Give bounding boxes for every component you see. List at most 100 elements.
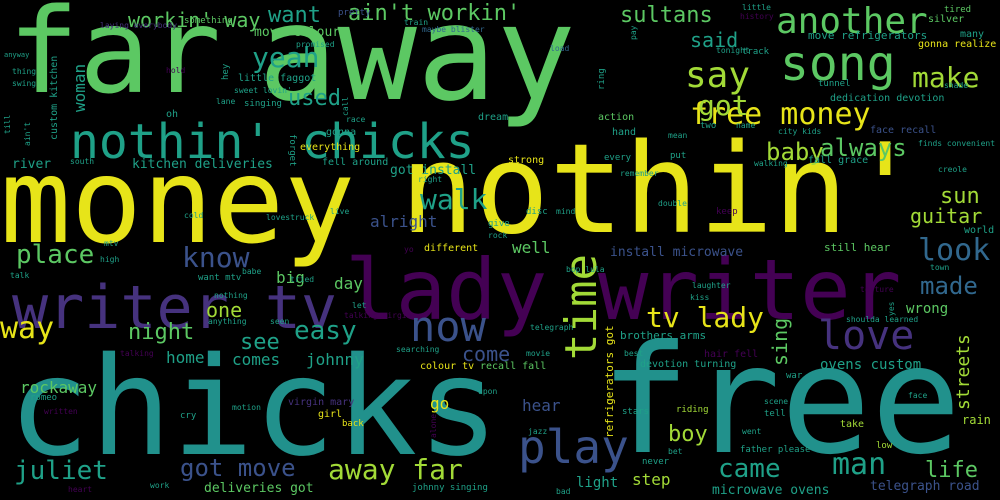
word-anyway: anyway (4, 51, 30, 59)
word-talk: talk (10, 271, 30, 280)
word-father-please: father please (740, 445, 811, 455)
word-virgin-mary: virgin mary (288, 397, 355, 408)
word-dedication-devotion: dedication devotion (830, 93, 945, 104)
word-came: came (718, 454, 781, 484)
word-seen: seen (270, 317, 290, 326)
word-silver: silver (928, 14, 965, 25)
word-go: go (430, 394, 450, 413)
word-yeah: yeah (252, 41, 320, 74)
word-woman: woman (70, 63, 89, 112)
word-oh: oh (166, 109, 179, 120)
word-shade: shade (944, 81, 969, 90)
word-pay: pay (629, 25, 638, 40)
word-got: got (698, 89, 749, 122)
word-give: give (488, 219, 510, 229)
word-kitchen-deliveries: kitchen deliveries (132, 157, 273, 172)
word-night: night (128, 320, 195, 345)
word-anything: anything (208, 317, 247, 326)
word-sun: sun (940, 184, 980, 209)
word-south: south (70, 157, 95, 166)
word-tried: tried (290, 275, 315, 284)
word-face: face (908, 391, 928, 400)
word-right: right (418, 175, 443, 184)
word-train: train (404, 18, 429, 27)
word-bad: bad (556, 487, 571, 496)
word-rock: rock (488, 231, 508, 240)
word-free: free (600, 314, 962, 488)
word-easy: easy (294, 316, 357, 346)
word-song: song (780, 36, 896, 92)
word-juliet: juliet (14, 456, 108, 486)
word-little: little (742, 3, 771, 12)
word-disc: disc (526, 207, 548, 217)
word-romeo: romeo (30, 393, 58, 403)
word-gonna-realize: gonna realize (918, 39, 997, 50)
word-rockaway: rockaway (20, 378, 98, 397)
word-devotion-turning: devotion turning (640, 359, 737, 370)
word-city-kids: city kids (778, 127, 822, 136)
word-went: went (742, 427, 762, 436)
word-sing: sing (768, 317, 792, 366)
word-till: till (3, 114, 12, 134)
word-upon: upon (478, 387, 498, 396)
word-alright: alright (370, 212, 438, 231)
word-nothin-big: nothin' (400, 118, 923, 262)
word-face-recall: face recall (870, 125, 937, 136)
word-town: town (930, 263, 950, 272)
word-money: money (0, 132, 356, 270)
word-aint: ain't (23, 121, 32, 146)
word-jazz: jazz (528, 427, 548, 436)
word-way: way (0, 311, 55, 346)
word-hey: hey (221, 63, 231, 80)
word-bop-lula: bop lula (566, 265, 605, 274)
word-best: best (624, 349, 644, 358)
word-away: away (258, 0, 576, 131)
word-back: back (342, 419, 364, 429)
word-put: put (670, 151, 687, 161)
word-one: one (206, 298, 243, 322)
word-every: every (604, 153, 632, 163)
word-kiss: kiss (690, 293, 710, 302)
word-laying-everybody: laying everybody (100, 21, 178, 30)
word-writer-tv: writer tv (12, 273, 338, 343)
word-aint-workin: ain't workin' (348, 1, 521, 26)
word-know: know (182, 241, 250, 274)
word-wrong: wrong (906, 301, 949, 317)
word-tunnel: tunnel (818, 79, 851, 89)
word-mean: mean (668, 131, 688, 140)
word-world: world (964, 225, 995, 236)
word-come: come (462, 342, 511, 366)
word-made: made (920, 272, 978, 300)
word-tonight: tonight (716, 46, 750, 55)
word-double: double (658, 199, 687, 208)
word-recall-fall: recall fall (480, 361, 547, 372)
word-hand: hand (612, 127, 637, 138)
word-ovens-custom: ovens custom (820, 357, 922, 373)
word-play: play (518, 420, 629, 474)
word-tell: tell (764, 409, 786, 419)
word-yes: yes (887, 301, 896, 316)
word-day: day (334, 274, 363, 293)
word-sultans: sultans (620, 3, 713, 28)
word-written: written (44, 407, 78, 416)
word-movie: movie (526, 349, 551, 358)
word-place: place (16, 240, 95, 270)
word-everything: everything (300, 142, 361, 153)
word-let: let (352, 301, 367, 310)
word-call: call (341, 96, 350, 116)
word-love: love (818, 313, 915, 359)
word-finds-convenient: finds convenient (918, 139, 996, 148)
word-strong: strong (508, 155, 545, 166)
word-big: big (276, 268, 305, 287)
word-hair-fell: hair fell (704, 349, 759, 360)
word-lady-writer: lady writer (345, 241, 902, 339)
word-want-mtv: want mtv (198, 273, 242, 283)
word-fell-around: fell around (322, 157, 389, 168)
word-custom-kitchen: custom kitchen (49, 55, 60, 140)
word-now: now (410, 302, 486, 351)
word-see: see (240, 330, 280, 355)
word-well: well (512, 238, 551, 257)
word-war: war (786, 371, 803, 381)
word-lovestruck: lovestruck (266, 213, 315, 222)
